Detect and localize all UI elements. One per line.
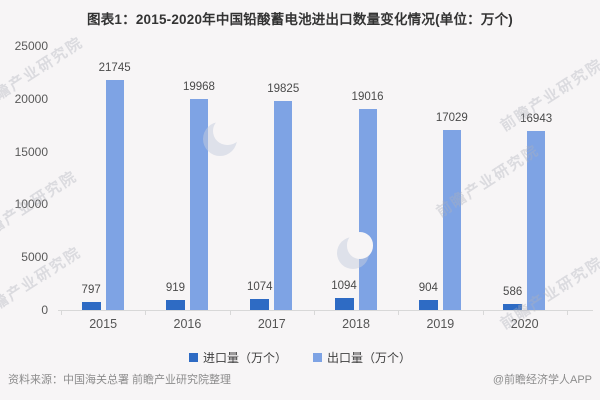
bar-export-2017 [274, 100, 293, 310]
value-label: 17029 [435, 112, 468, 125]
bar-import-2019 [418, 300, 438, 310]
x-axis-label: 2017 [257, 317, 286, 331]
x-axis-tick [61, 311, 62, 315]
bar-import-2017 [250, 298, 270, 310]
qianzhan-logo-watermark [203, 116, 242, 156]
legend-item-export: 出口量（万个） [313, 349, 411, 366]
legend-swatch-import [188, 353, 198, 362]
bar-export-2016 [189, 99, 208, 310]
x-axis-tick [229, 311, 231, 315]
bar-import-2020 [503, 303, 523, 310]
x-axis-label: 2018 [342, 317, 370, 331]
chart-title: 图表1：2015-2020年中国铅酸蓄电池进出口数量变化情况(单位：万个) [87, 12, 513, 27]
x-axis-tick [313, 311, 315, 315]
value-label: 904 [418, 282, 438, 295]
value-label: 1074 [246, 280, 273, 293]
y-axis-label: 25000 [14, 39, 48, 53]
y-axis-label: 5000 [21, 250, 48, 265]
bar-import-2018 [334, 298, 354, 310]
x-axis-tick [145, 311, 147, 315]
y-axis-label: 10000 [14, 197, 48, 212]
x-axis-tick [482, 311, 484, 315]
x-axis-label: 2015 [89, 317, 118, 331]
bar-import-2016 [165, 300, 185, 310]
x-axis-label: 2020 [510, 317, 539, 331]
x-axis-line [58, 310, 593, 311]
value-label: 21745 [98, 62, 131, 75]
legend-label-import: 进口量（万个） [202, 351, 287, 365]
x-axis-label: 2019 [426, 317, 455, 331]
value-label: 586 [503, 285, 523, 298]
y-axis-label: 0 [41, 303, 48, 317]
value-label: 797 [81, 283, 101, 296]
x-axis-label: 2016 [173, 317, 202, 331]
bar-export-2019 [442, 130, 461, 310]
legend-label-export: 出口量（万个） [327, 351, 412, 365]
x-axis-tick [398, 311, 400, 315]
value-label: 1094 [331, 280, 357, 293]
footer: 资料来源：中国海关总署 前瞻产业研究院整理 @前瞻经济学人APP [0, 371, 600, 387]
value-label: 919 [165, 282, 186, 295]
y-axis-label: 20000 [14, 91, 48, 106]
legend-swatch-export [313, 353, 322, 362]
y-axis-label: 15000 [14, 144, 48, 159]
bar-export-2020 [527, 131, 546, 310]
value-label: 19968 [182, 81, 215, 94]
source-note: 资料来源：中国海关总署 前瞻产业研究院整理 [8, 374, 232, 386]
legend-item-import: 进口量（万个） [188, 349, 287, 366]
bar-export-2015 [105, 80, 124, 310]
value-label: 19016 [351, 91, 384, 104]
x-axis-tick [566, 311, 568, 315]
value-label: 19825 [267, 82, 300, 95]
value-label: 16943 [520, 113, 553, 126]
legend: 进口量（万个） 出口量（万个） [0, 349, 600, 366]
credit-note: @前瞻经济学人APP [492, 374, 592, 386]
bar-import-2015 [81, 301, 101, 310]
